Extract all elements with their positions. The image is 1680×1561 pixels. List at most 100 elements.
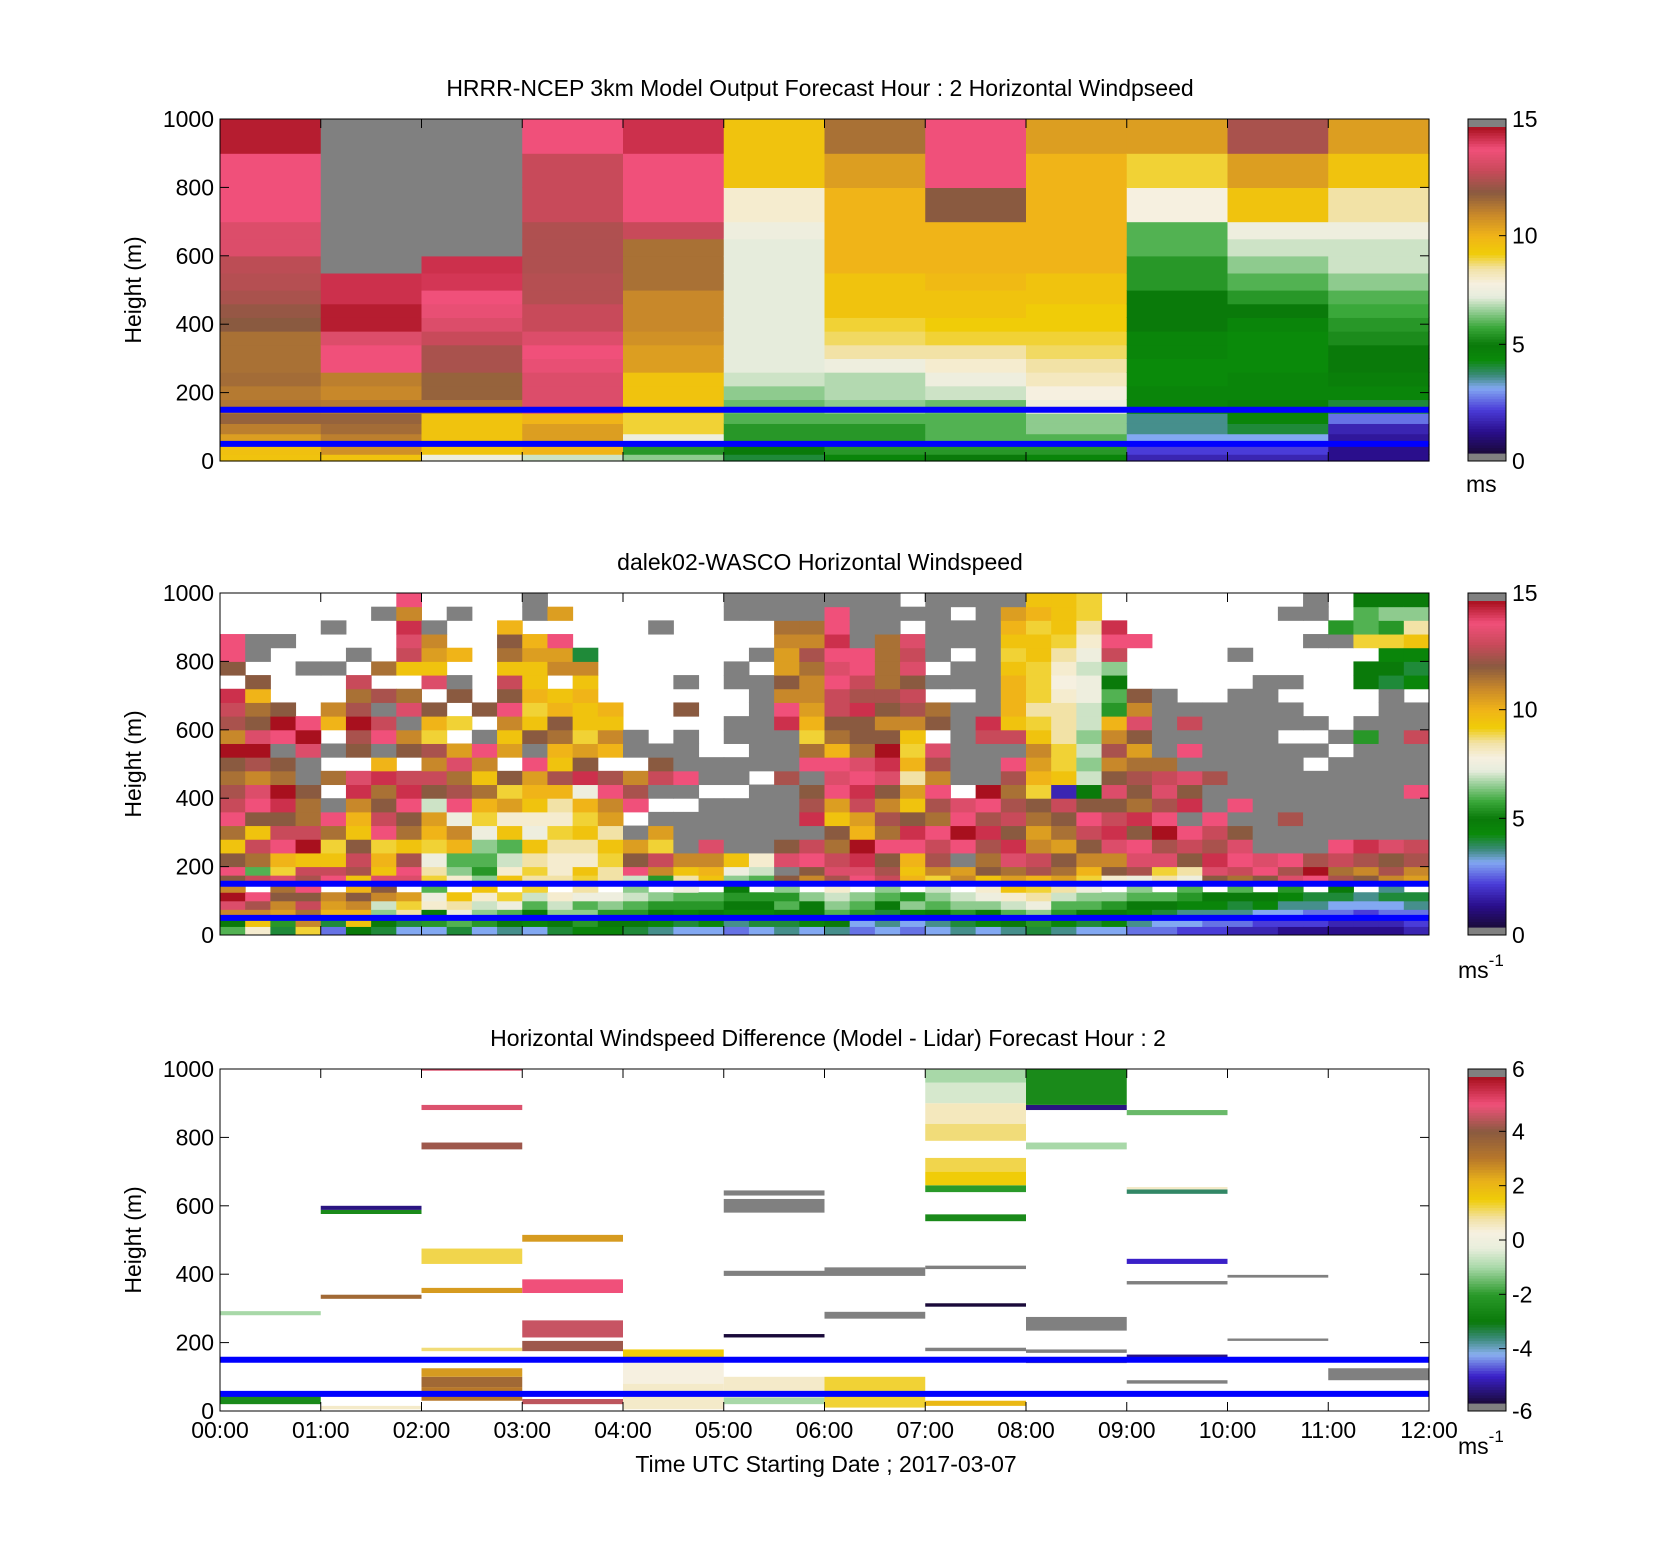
heatmap-cell [748, 892, 775, 902]
heatmap-cell [1227, 385, 1329, 401]
heatmap-cell [1101, 770, 1128, 786]
colorbar-segment [1468, 406, 1506, 411]
heatmap-cell [824, 883, 851, 893]
heatmap-cell [1353, 892, 1380, 902]
heatmap-cell [1177, 702, 1203, 717]
colorbar-segment [1468, 658, 1506, 662]
colorbar-segment [1468, 1291, 1506, 1295]
heatmap-cell [1101, 647, 1128, 662]
heatmap-cell [396, 852, 422, 868]
heatmap-cell [1026, 372, 1128, 387]
colorbar-segment [1468, 1125, 1506, 1130]
heatmap-cell [345, 909, 372, 919]
x-tick-label: 08:00 [997, 1417, 1055, 1443]
heatmap-cell [1101, 688, 1128, 703]
heatmap-cell [900, 716, 926, 731]
heatmap-cell [245, 716, 271, 731]
heatmap-cell [874, 634, 901, 649]
heatmap-cell [547, 811, 574, 827]
colorbar-segment [1468, 785, 1506, 790]
colorbar-segment [1468, 772, 1506, 776]
heatmap-cell [1101, 634, 1128, 649]
heatmap-cell [547, 892, 574, 902]
heatmap-cell [774, 917, 800, 927]
y-tick-label: 200 [176, 1330, 214, 1356]
heatmap-cell [874, 620, 901, 635]
heatmap-cell [925, 454, 1027, 462]
heatmap-cell [1353, 798, 1380, 813]
heatmap-cell [1076, 606, 1103, 621]
heatmap-cell [1403, 702, 1430, 717]
heatmap-cell [623, 331, 725, 346]
heatmap-cell [1227, 187, 1329, 223]
heatmap-cell [1303, 634, 1329, 649]
heatmap-cell [950, 839, 977, 854]
colorbar-segment [1468, 1261, 1506, 1266]
colorbar-segment [1468, 1310, 1506, 1314]
heatmap-cell [497, 675, 523, 690]
heatmap-cell [1126, 743, 1153, 758]
heatmap-cell [597, 917, 624, 927]
heatmap-cell [1252, 875, 1279, 885]
heatmap-cell [446, 798, 473, 813]
colorbar-segment [1468, 1335, 1506, 1339]
heatmap-cell [1227, 413, 1329, 424]
heatmap-cell [1277, 917, 1304, 927]
heatmap-cell [874, 647, 901, 662]
colorbar-segment [1468, 227, 1506, 231]
heatmap-cell [975, 866, 1002, 876]
heatmap-cell [371, 875, 397, 885]
heatmap-cell [220, 852, 246, 868]
heatmap-band [925, 1103, 1026, 1124]
heatmap-cell [220, 331, 322, 346]
heatmap-cell [1126, 688, 1153, 703]
heatmap-cell [1227, 875, 1254, 885]
heatmap-cell [1051, 784, 1077, 799]
heatmap-cell [1378, 702, 1405, 717]
colorbar-segment [1468, 821, 1506, 825]
heatmap-cell [648, 852, 674, 868]
heatmap-cell [371, 825, 397, 840]
heatmap-cell [1151, 729, 1178, 744]
heatmap-cell [1378, 675, 1405, 690]
colorbar-segment [1468, 290, 1506, 294]
heatmap-cell [421, 443, 523, 455]
heatmap-cell [396, 866, 422, 876]
colorbar-segment [1468, 322, 1506, 326]
heatmap-cell [597, 900, 624, 910]
heatmap-cell [723, 119, 826, 154]
heatmap-cell [1328, 852, 1354, 868]
heatmap-cell [1076, 729, 1103, 744]
heatmap-cell [471, 866, 498, 876]
heatmap-cell [320, 433, 423, 445]
heatmap-cell [774, 729, 800, 744]
heatmap-cell [471, 917, 498, 927]
colorbar-segment [1468, 347, 1506, 351]
colorbar-segment [1468, 1193, 1506, 1198]
heatmap-cell [1151, 811, 1178, 827]
heatmap-cell [1000, 647, 1027, 662]
heatmap-cell [925, 892, 951, 902]
heatmap-cell [824, 900, 851, 910]
heatmap-cell [975, 811, 1002, 827]
heatmap-cell [799, 606, 825, 621]
colorbar-segment [1468, 725, 1506, 730]
heatmap-cell [925, 331, 1027, 346]
heatmap-cell [824, 743, 851, 758]
heatmap-cell [673, 892, 700, 902]
colorbar-segment [1468, 869, 1506, 874]
heatmap-cell [1026, 839, 1052, 854]
colorbar-segment [1468, 1275, 1506, 1279]
heatmap-cell [572, 688, 599, 703]
heatmap-cell [874, 661, 901, 676]
heatmap-cell [1227, 839, 1254, 854]
heatmap-cell [1403, 866, 1430, 876]
heatmap-cell [1378, 593, 1405, 608]
heatmap-cell [1076, 757, 1103, 772]
heatmap-cell [421, 433, 523, 445]
heatmap-cell [471, 926, 498, 936]
heatmap-cell [522, 811, 548, 827]
colorbar-segment [1468, 178, 1506, 182]
colorbar-segment [1468, 861, 1506, 866]
